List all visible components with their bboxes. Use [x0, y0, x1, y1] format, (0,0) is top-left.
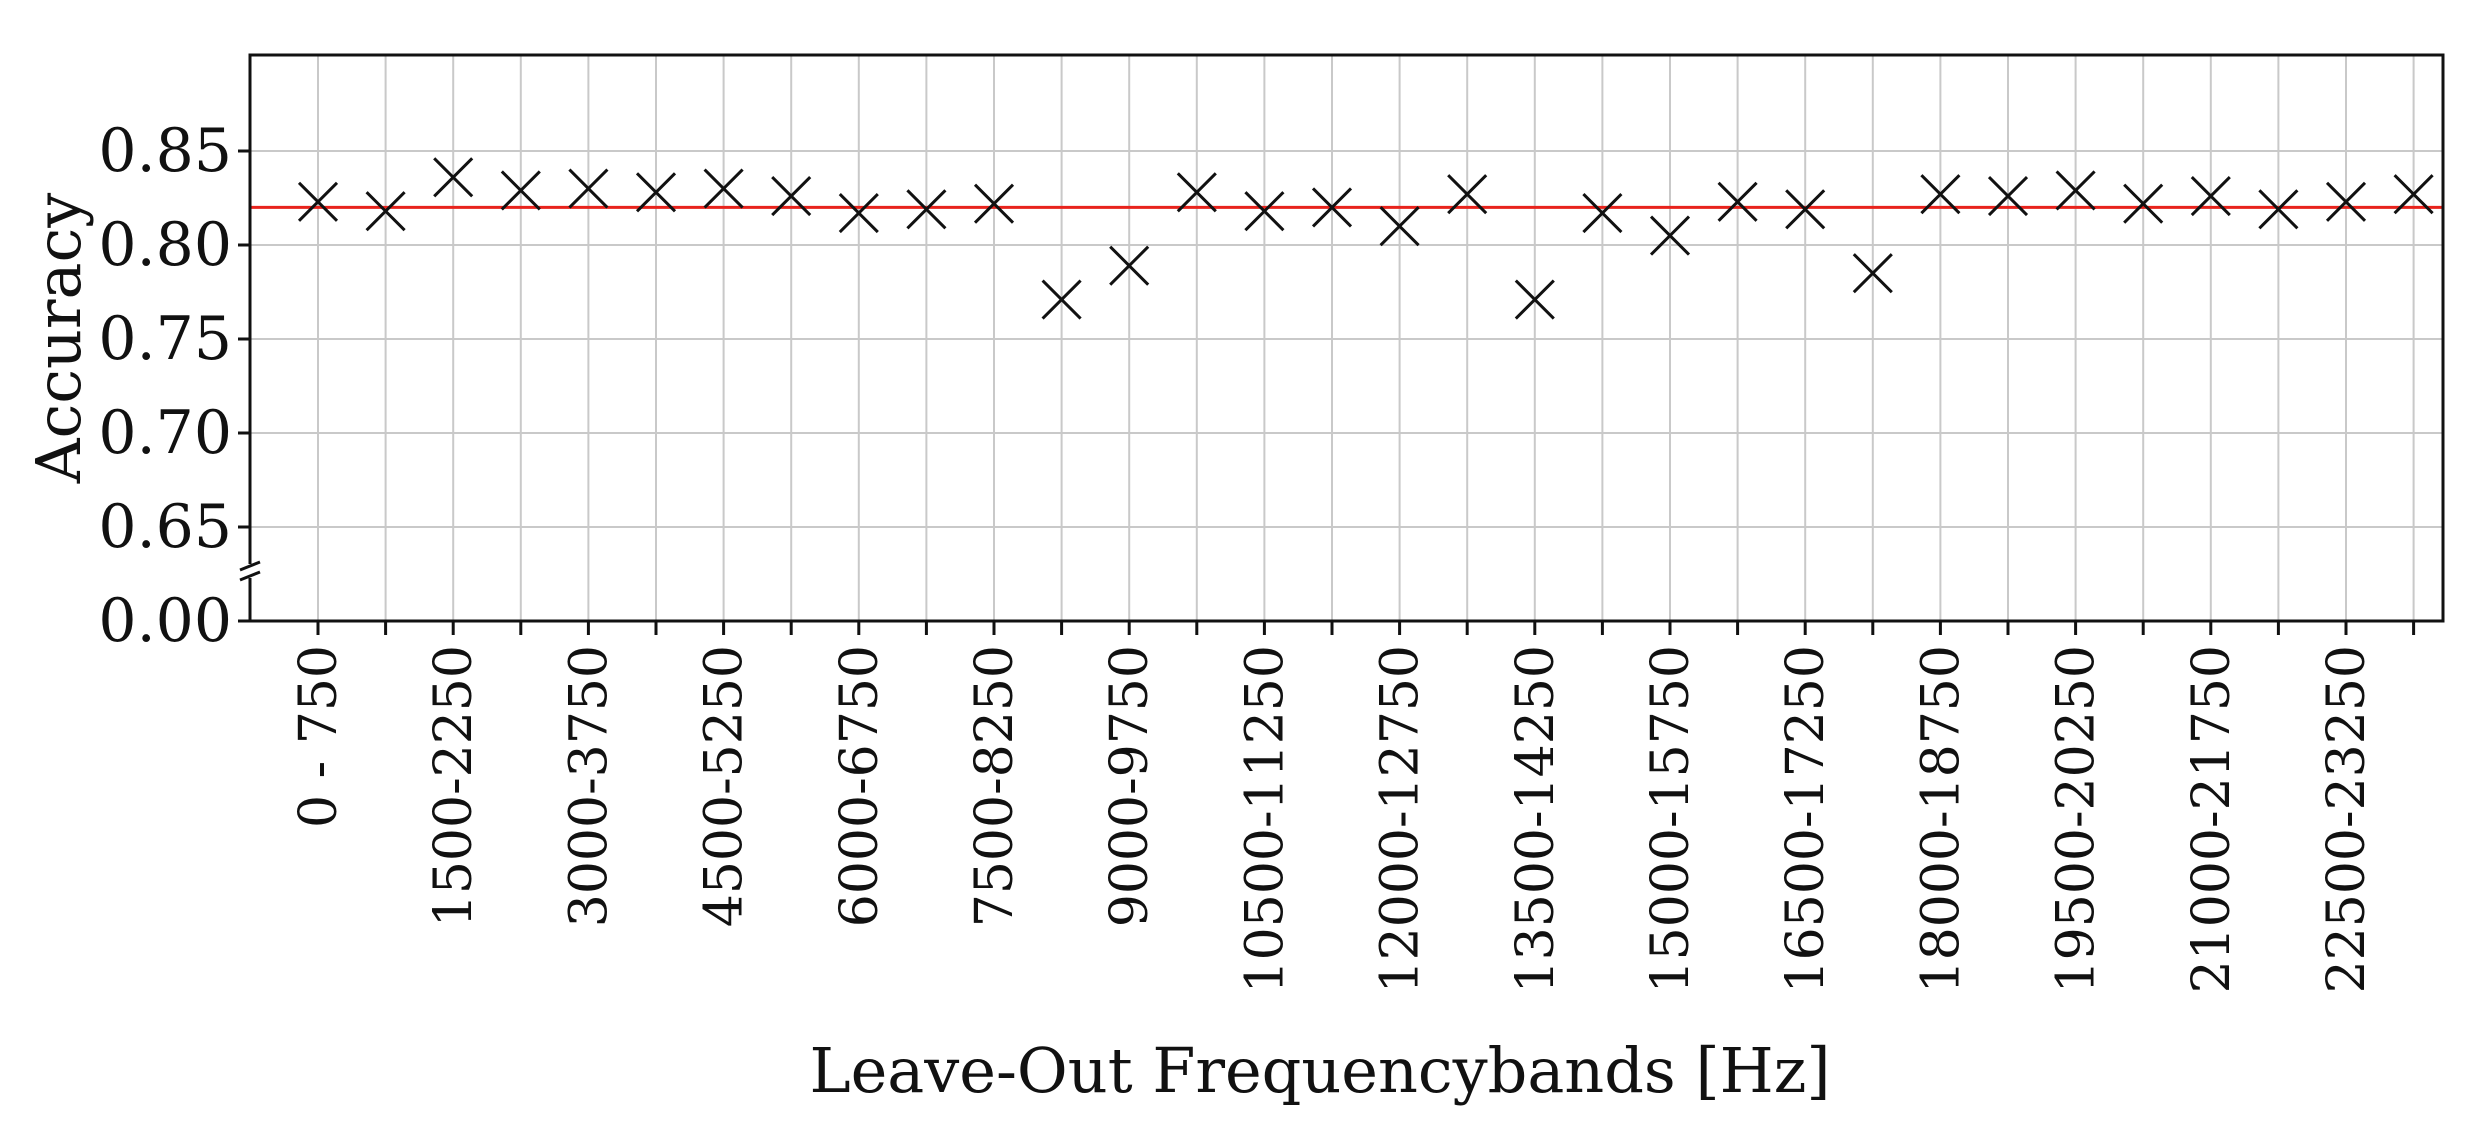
data-point-x-marker	[1041, 279, 1082, 320]
grid	[250, 55, 2443, 621]
axis-break-mark	[239, 570, 261, 582]
data-point-x-marker	[2123, 183, 2164, 224]
x-tick-label: 13500-14250	[1506, 645, 1566, 993]
x-tick-label: 7500-8250	[965, 645, 1025, 927]
data-point-x-marker	[1582, 192, 1623, 234]
x-tick-label: 12000-12750	[1371, 645, 1431, 993]
data-point-x-marker	[433, 157, 474, 198]
x-tick-label: 19500-20250	[2047, 645, 2107, 993]
data-point-x-marker	[906, 189, 947, 230]
data-point-x-marker	[2055, 170, 2096, 211]
x-tick-label: 15000-15750	[1641, 645, 1701, 993]
data-point-x-marker	[1109, 245, 1150, 286]
x-tick-label: 16500-17250	[1776, 645, 1836, 993]
data-point-x-marker	[1514, 279, 1555, 320]
data-point-x-marker	[1649, 215, 1691, 256]
data-point-x-marker	[1311, 187, 1353, 228]
data-point-x-marker	[1447, 174, 1488, 215]
x-tick-label: 9000-9750	[1100, 645, 1160, 927]
y-tick-label: 0.00	[98, 586, 232, 656]
data-point-x-marker	[365, 191, 406, 232]
y-tick-label: 0.75	[98, 304, 232, 374]
x-tick-label: 0 - 750	[289, 645, 349, 828]
y-tick-label: 0.80	[98, 210, 232, 280]
data-point-x-marker	[1852, 253, 1893, 294]
data-point-x-marker	[1244, 191, 1285, 232]
y-axis-title: Accuracy	[22, 193, 95, 485]
x-axis-title: Leave-Out Frequencybands [Hz]	[809, 1034, 1830, 1107]
data-point-x-marker	[1717, 181, 1758, 222]
x-tick-label: 18000-18750	[1911, 645, 1971, 993]
x-tick-label: 4500-5250	[695, 645, 755, 927]
data-point-x-marker	[2393, 174, 2434, 215]
y-tick-label: 0.85	[98, 116, 232, 186]
x-tick-label: 1500-2250	[424, 645, 484, 927]
data-point-x-marker	[2325, 181, 2367, 222]
data-point-x-marker	[568, 168, 609, 209]
data-point-x-marker	[1176, 172, 1217, 213]
data-points	[297, 157, 2434, 320]
x-tick-label: 10500-11250	[1235, 645, 1295, 993]
data-point-x-marker	[1920, 174, 1961, 215]
data-point-x-marker	[500, 170, 541, 211]
x-tick-label: 21000-21750	[2182, 645, 2242, 993]
data-point-x-marker	[1379, 206, 1420, 247]
data-point-x-marker	[703, 168, 744, 209]
data-point-x-marker	[1785, 189, 1826, 230]
y-tick-labels: 0.00 0.65 0.70 0.75 0.80 0.85	[98, 116, 250, 656]
data-point-x-marker	[635, 172, 677, 213]
axis-break-mark	[239, 560, 261, 572]
x-tick-label: 3000-3750	[559, 645, 619, 927]
x-tick-label: 22500-23250	[2317, 645, 2377, 993]
data-point-x-marker	[2258, 189, 2299, 230]
data-point-x-marker	[297, 181, 339, 222]
x-tick-labels: 0 - 750 1500-2250 3000-3750 4500-5250 6000-6…	[289, 621, 2416, 993]
data-point-x-marker	[838, 192, 879, 234]
data-point-x-marker	[973, 183, 1015, 224]
y-tick-label: 0.65	[98, 492, 232, 562]
x-tick-label: 6000-6750	[830, 645, 890, 927]
data-point-x-marker	[2190, 176, 2231, 217]
data-point-x-marker	[771, 176, 812, 217]
y-tick-label: 0.70	[98, 398, 232, 468]
data-point-x-marker	[1987, 176, 2029, 217]
